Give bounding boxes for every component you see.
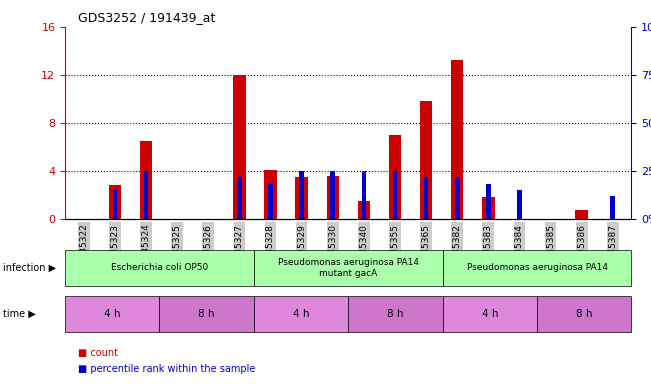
Text: time ▶: time ▶ [3,309,36,319]
Bar [420,101,432,219]
Bar [237,177,242,219]
Bar [451,61,464,219]
Bar [144,171,148,219]
Text: Pseudomonas aeruginosa PA14: Pseudomonas aeruginosa PA14 [467,263,607,272]
Bar [361,171,366,219]
Text: Escherichia coli OP50: Escherichia coli OP50 [111,263,208,272]
Bar [299,171,304,219]
Bar [264,170,277,219]
Bar [424,177,428,219]
Text: infection ▶: infection ▶ [3,263,57,273]
Bar [113,190,117,219]
Bar [296,177,308,219]
Text: 8 h: 8 h [387,309,404,319]
Bar [455,177,460,219]
Bar [327,176,339,219]
Bar [109,185,121,219]
Text: 8 h: 8 h [199,309,215,319]
Text: ■ count: ■ count [78,348,118,358]
Bar [393,171,397,219]
Bar [486,184,491,219]
Text: 8 h: 8 h [576,309,592,319]
Text: 4 h: 4 h [104,309,120,319]
Bar [331,171,335,219]
Bar [575,210,588,219]
Bar [268,184,273,219]
Bar [140,141,152,219]
Bar [389,135,401,219]
Text: GDS3252 / 191439_at: GDS3252 / 191439_at [78,12,215,25]
Text: 4 h: 4 h [293,309,309,319]
Text: 4 h: 4 h [482,309,498,319]
Bar [233,75,245,219]
Text: Pseudomonas aeruginosa PA14
mutant gacA: Pseudomonas aeruginosa PA14 mutant gacA [278,258,419,278]
Bar [357,201,370,219]
Bar [611,196,615,219]
Text: ■ percentile rank within the sample: ■ percentile rank within the sample [78,364,255,374]
Bar [482,197,495,219]
Bar [517,190,521,219]
